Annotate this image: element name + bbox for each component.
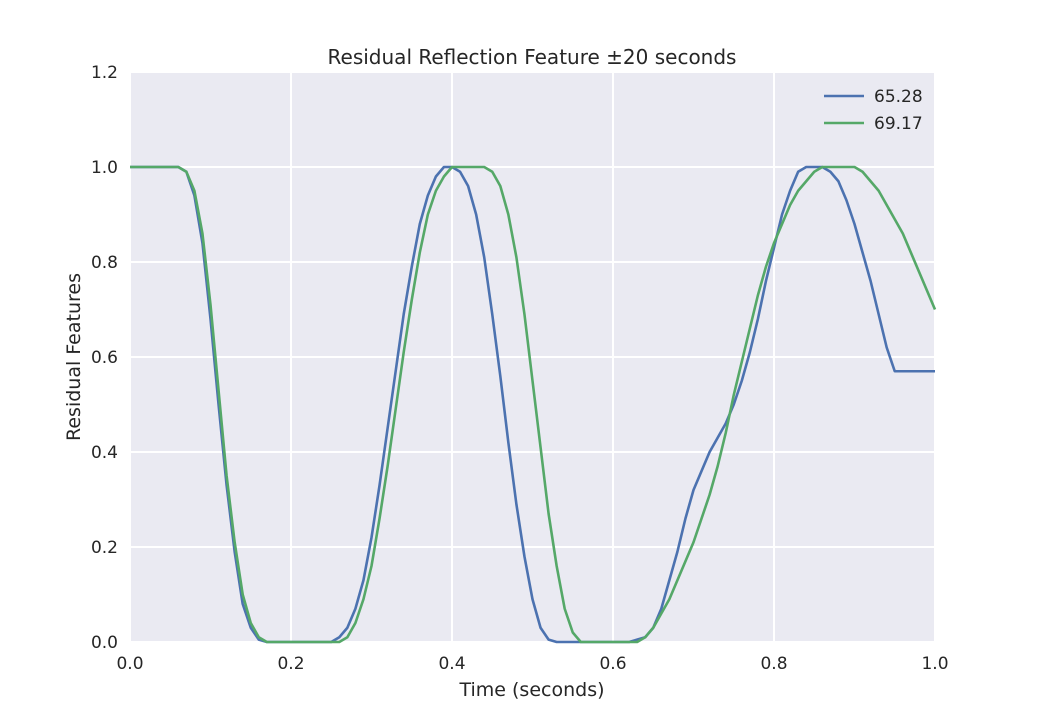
series-line-2 — [130, 165, 937, 644]
y-tick-label: 0.2 — [91, 538, 118, 558]
x-tick-label: 0.4 — [438, 654, 465, 674]
legend: 65.28 69.17 — [824, 87, 923, 134]
x-tick-label: 0.8 — [760, 654, 787, 674]
x-tick-label: 0.2 — [277, 654, 304, 674]
y-axis-ticks: 0.0 0.2 0.4 0.6 0.8 1.0 1.2 — [91, 63, 118, 653]
y-tick-label: 0.4 — [91, 443, 118, 463]
legend-label-1: 65.28 — [874, 87, 923, 107]
series-lines — [130, 165, 937, 644]
y-tick-label: 0.8 — [91, 253, 118, 273]
legend-label-2: 69.17 — [874, 114, 923, 134]
x-axis-label: Time (seconds) — [458, 679, 604, 701]
y-axis-label: Residual Features — [63, 273, 85, 441]
x-axis-ticks: 0.0 0.2 0.4 0.6 0.8 1.0 — [116, 654, 948, 674]
y-tick-label: 0.0 — [91, 633, 118, 653]
chart-title: Residual Reflection Feature ±20 seconds — [328, 45, 737, 69]
x-tick-label: 1.0 — [921, 654, 948, 674]
x-tick-label: 0.6 — [599, 654, 626, 674]
y-tick-label: 1.0 — [91, 158, 118, 178]
x-tick-label: 0.0 — [116, 654, 143, 674]
y-tick-label: 1.2 — [91, 63, 118, 83]
y-tick-label: 0.6 — [91, 348, 118, 368]
